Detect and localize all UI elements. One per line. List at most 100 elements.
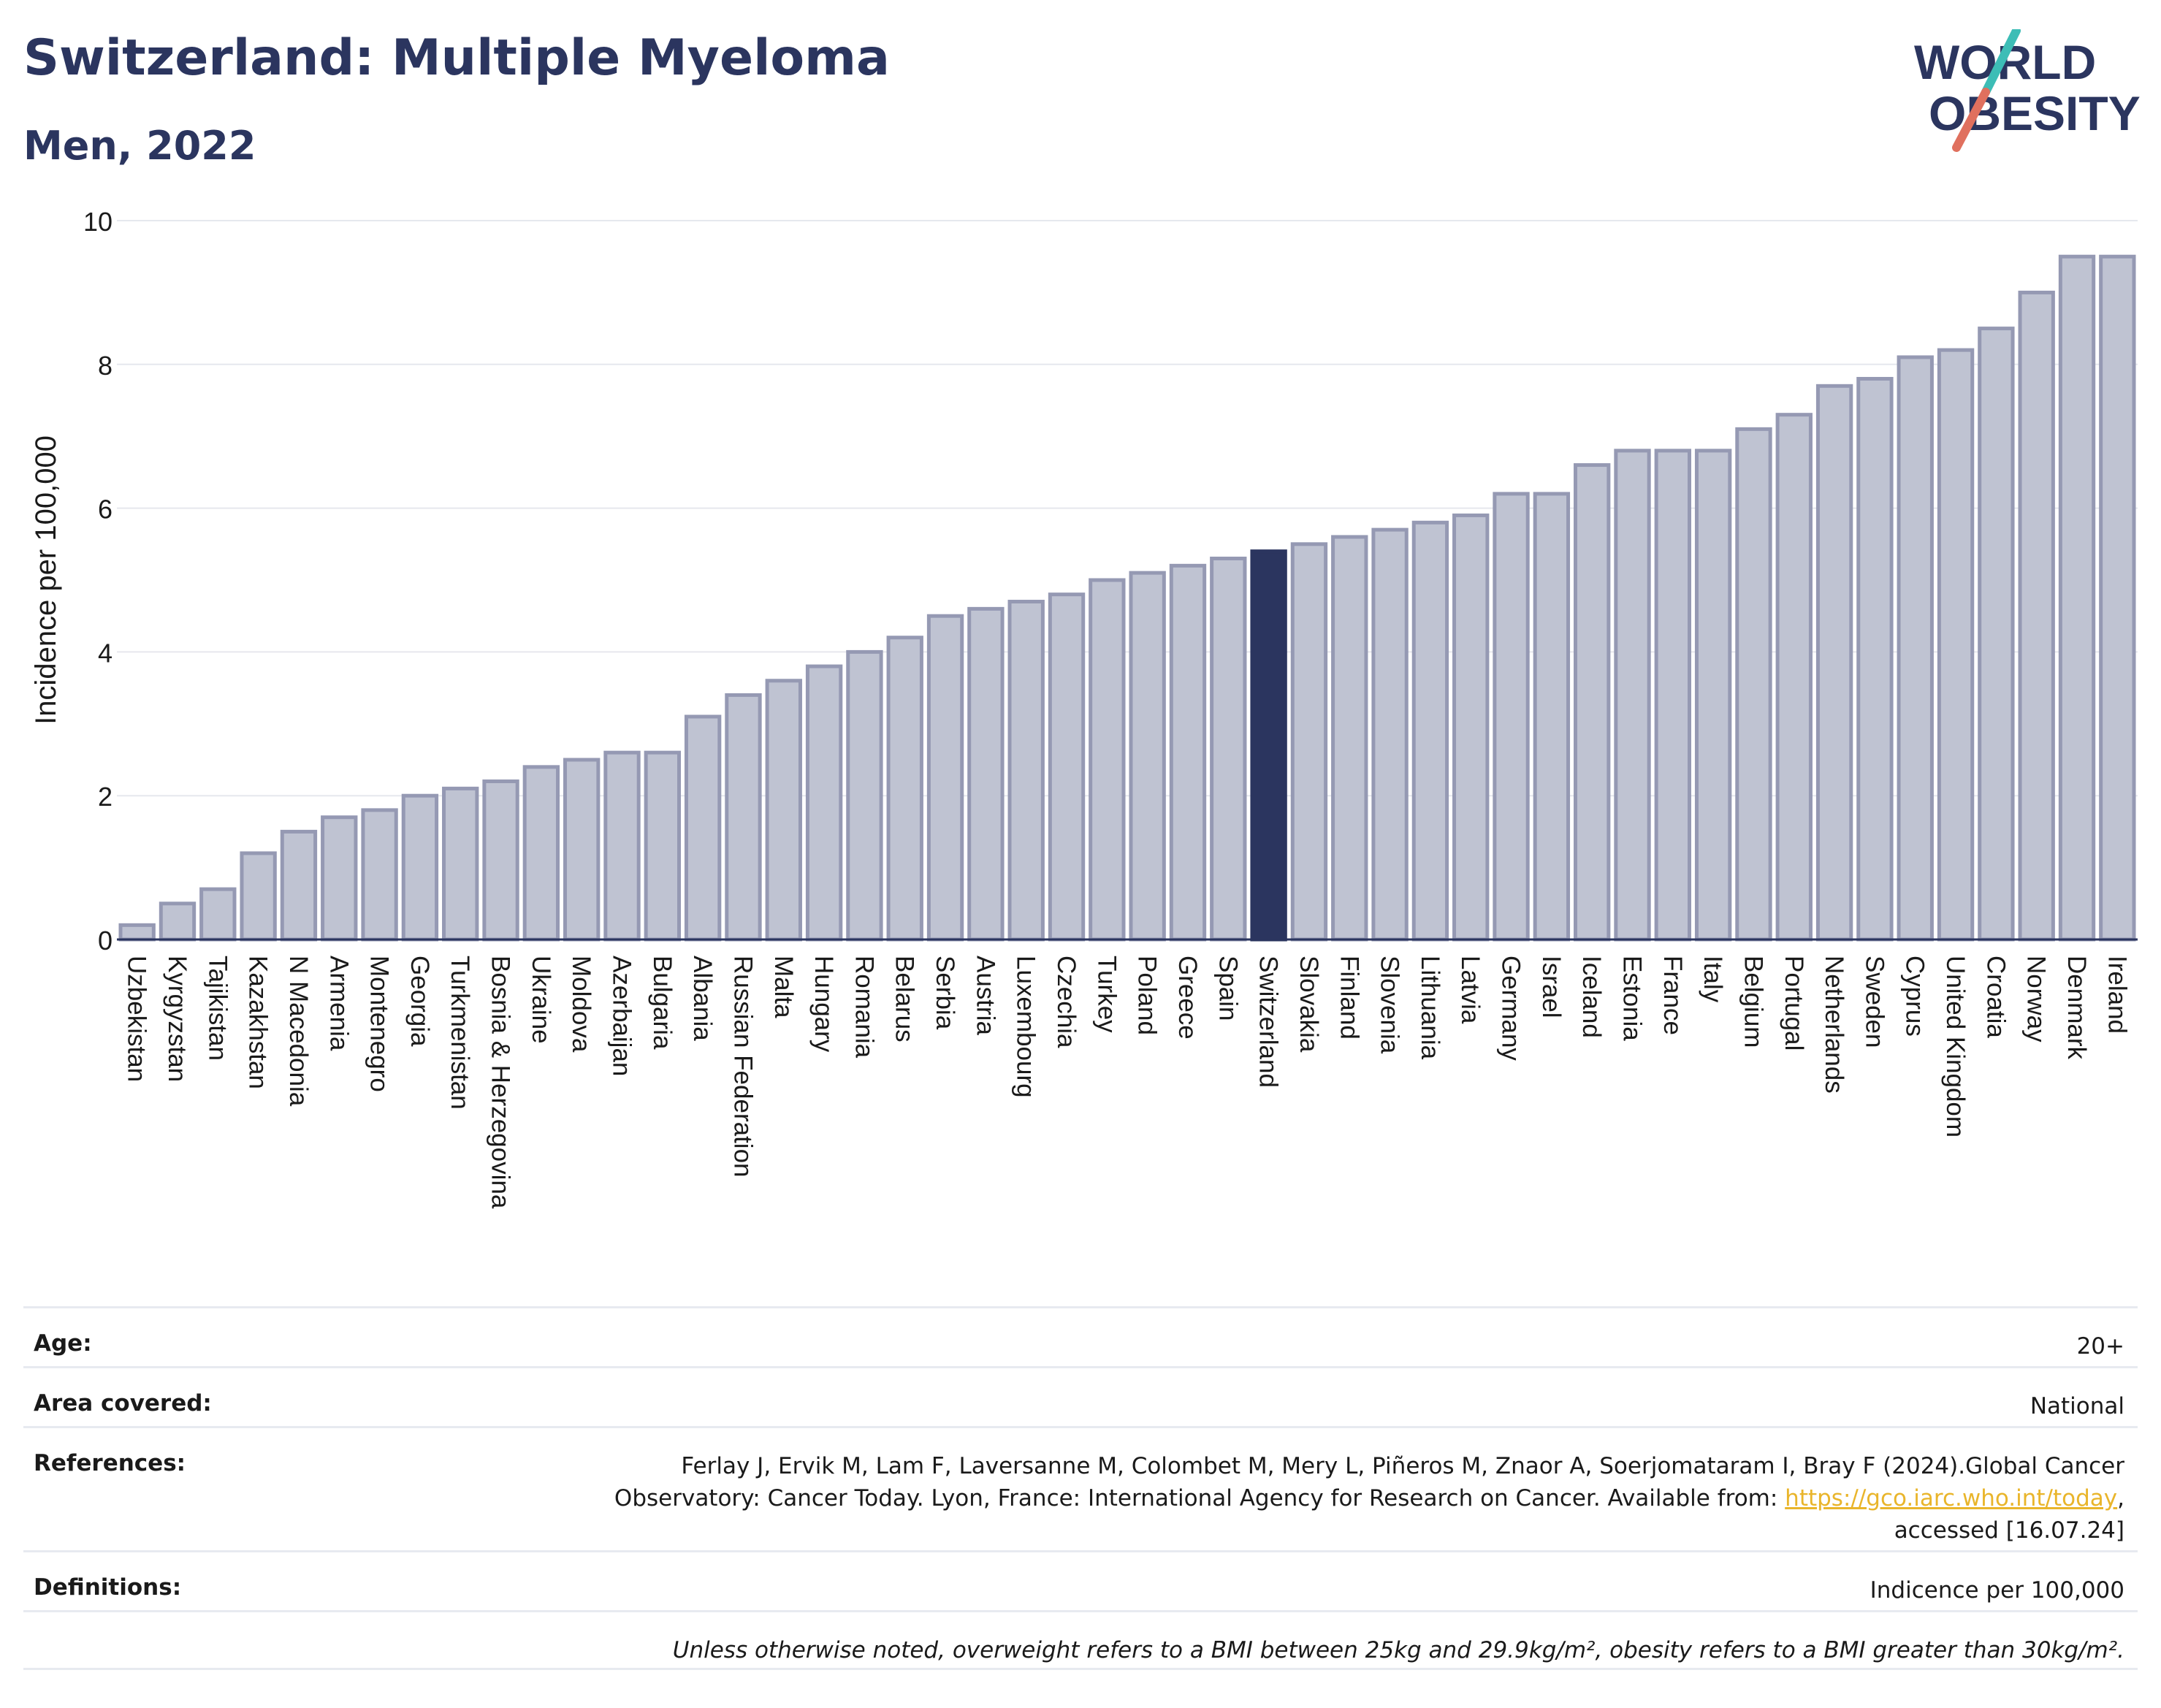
x-tick-label: Bosnia & Herzegovina [487,956,515,1209]
bar [1089,578,1126,942]
x-tick-label: Serbia [931,956,959,1030]
bar [725,693,762,942]
bar [1654,449,1692,942]
bar [805,664,843,942]
bar [240,851,277,942]
meta-row-area: Area covered: National [23,1366,2138,1426]
bar [2099,254,2136,942]
bar [1290,542,1328,942]
x-tick-label: Bulgaria [648,956,676,1050]
x-tick-label: Iceland [1577,956,1606,1038]
bar [482,779,519,942]
x-tick-label: Turkmenistan [446,956,474,1110]
bar [765,679,802,942]
bar [1210,556,1247,942]
bar [1250,549,1287,942]
meta-row-age: Age: 20+ [23,1306,2138,1366]
bar-chart: 0 2 4 6 8 10 Incidence per 100,000 Uzbekistan Ky… [30,207,2138,1209]
bar [1856,376,1894,942]
age-value: 20+ [2076,1333,2124,1360]
bar [1371,527,1409,942]
y-axis-title: Incidence per 100,000 [30,435,62,725]
chart-title: Switzerland: Multiple Myeloma [23,29,890,87]
bar [603,750,641,942]
x-tick-label: Latvia [1456,956,1485,1024]
x-tick-label: Turkey [1092,956,1121,1033]
x-tick-label: Slovenia [1376,956,1404,1054]
x-tick-label: Portugal [1780,956,1808,1051]
bar [1978,327,2015,942]
bar [1897,355,1934,942]
definitions-label: Definitions: [34,1574,182,1601]
y-tick-label: 2 [98,782,113,812]
metadata-table: Age: 20+ Area covered: National Referenc… [23,1306,2138,1670]
y-tick-label: 0 [98,926,113,956]
bar [1452,513,1490,942]
references-line-1: Ferlay J, Ervik M, Lam F, Laversanne M, … [681,1453,2124,1479]
bar [1735,427,1772,942]
bar [1331,535,1368,942]
meta-row-definitions: Definitions: Indicence per 100,000 [23,1550,2138,1610]
x-tick-label: Estonia [1618,956,1647,1041]
x-tick-label: Moldova [567,956,595,1053]
x-tick-label: Czechia [1052,956,1080,1048]
x-tick-label: Germany [1497,956,1525,1061]
logo-slash-teal [1981,29,2021,96]
y-tick-label: 6 [98,495,113,525]
x-tick-label: N Macedonia [284,956,313,1107]
x-tick-label: Uzbekistan [123,956,151,1082]
x-tick-label: Tajikistan [203,956,232,1061]
x-tick-label: Netherlands [1820,956,1848,1094]
definitions-value: Indicence per 100,000 [1870,1577,2124,1604]
bar [1533,492,1571,942]
x-tick-label: Montenegro [365,956,394,1092]
x-tick-label: Russian Federation [728,956,757,1178]
bar [2058,254,2096,942]
bar [361,808,398,942]
y-tick-label: 4 [98,638,113,668]
x-tick-label: Cyprus [1901,956,1929,1037]
bar [926,614,964,942]
references-line-2: Observatory: Cancer Today. Lyon, France:… [614,1485,1778,1511]
bmi-note: Unless otherwise noted, overweight refer… [672,1637,2124,1663]
bar [967,606,1005,942]
bar [1493,492,1530,942]
x-tick-label: Norway [2022,956,2051,1042]
x-tick-label: Belgium [1739,956,1767,1048]
bar [1048,592,1086,942]
x-tick-label: Poland [1133,956,1162,1035]
bar [684,714,722,942]
references-value: Ferlay J, Ervik M, Lam F, Laversanne M, … [614,1453,2124,1544]
bar [118,923,156,942]
x-tick-label: Azerbaijan [608,956,636,1076]
chart-subtitle: Men, 2022 [23,123,256,169]
x-tick-label: Kyrgyzstan [163,956,191,1082]
bar [280,829,318,942]
meta-row-references: References: Ferlay J, Ervik M, Lam F, La… [23,1426,2138,1550]
references-link[interactable]: https://gco.iarc.who.int/today [1785,1485,2118,1511]
bar [1007,600,1045,942]
bar [1411,520,1449,942]
x-tick-label: Finland [1335,956,1363,1040]
bar [1573,463,1611,942]
age-label: Age: [34,1330,92,1357]
x-tick-label: Ireland [2103,956,2131,1034]
bar [644,750,682,942]
x-tick-label: Slovakia [1295,956,1323,1053]
bar [1937,348,1975,942]
x-tick-label: Israel [1537,956,1566,1018]
meta-row-note: Unless otherwise noted, overweight refer… [23,1610,2138,1670]
x-tick-label: Greece [1173,956,1202,1040]
bar [401,793,439,942]
bar [886,636,923,942]
bar [1129,571,1166,942]
x-tick-label: Armenia [324,956,353,1051]
area-value: National [2029,1393,2124,1419]
references-line-3: accessed [16.07.24] [1894,1517,2124,1544]
area-label: Area covered: [34,1390,212,1417]
x-tick-label: Italy [1699,956,1727,1003]
x-tick-label: Croatia [1981,956,2010,1038]
bar [522,765,560,942]
x-tick-label: Georgia [405,956,434,1047]
bar [1694,449,1732,942]
